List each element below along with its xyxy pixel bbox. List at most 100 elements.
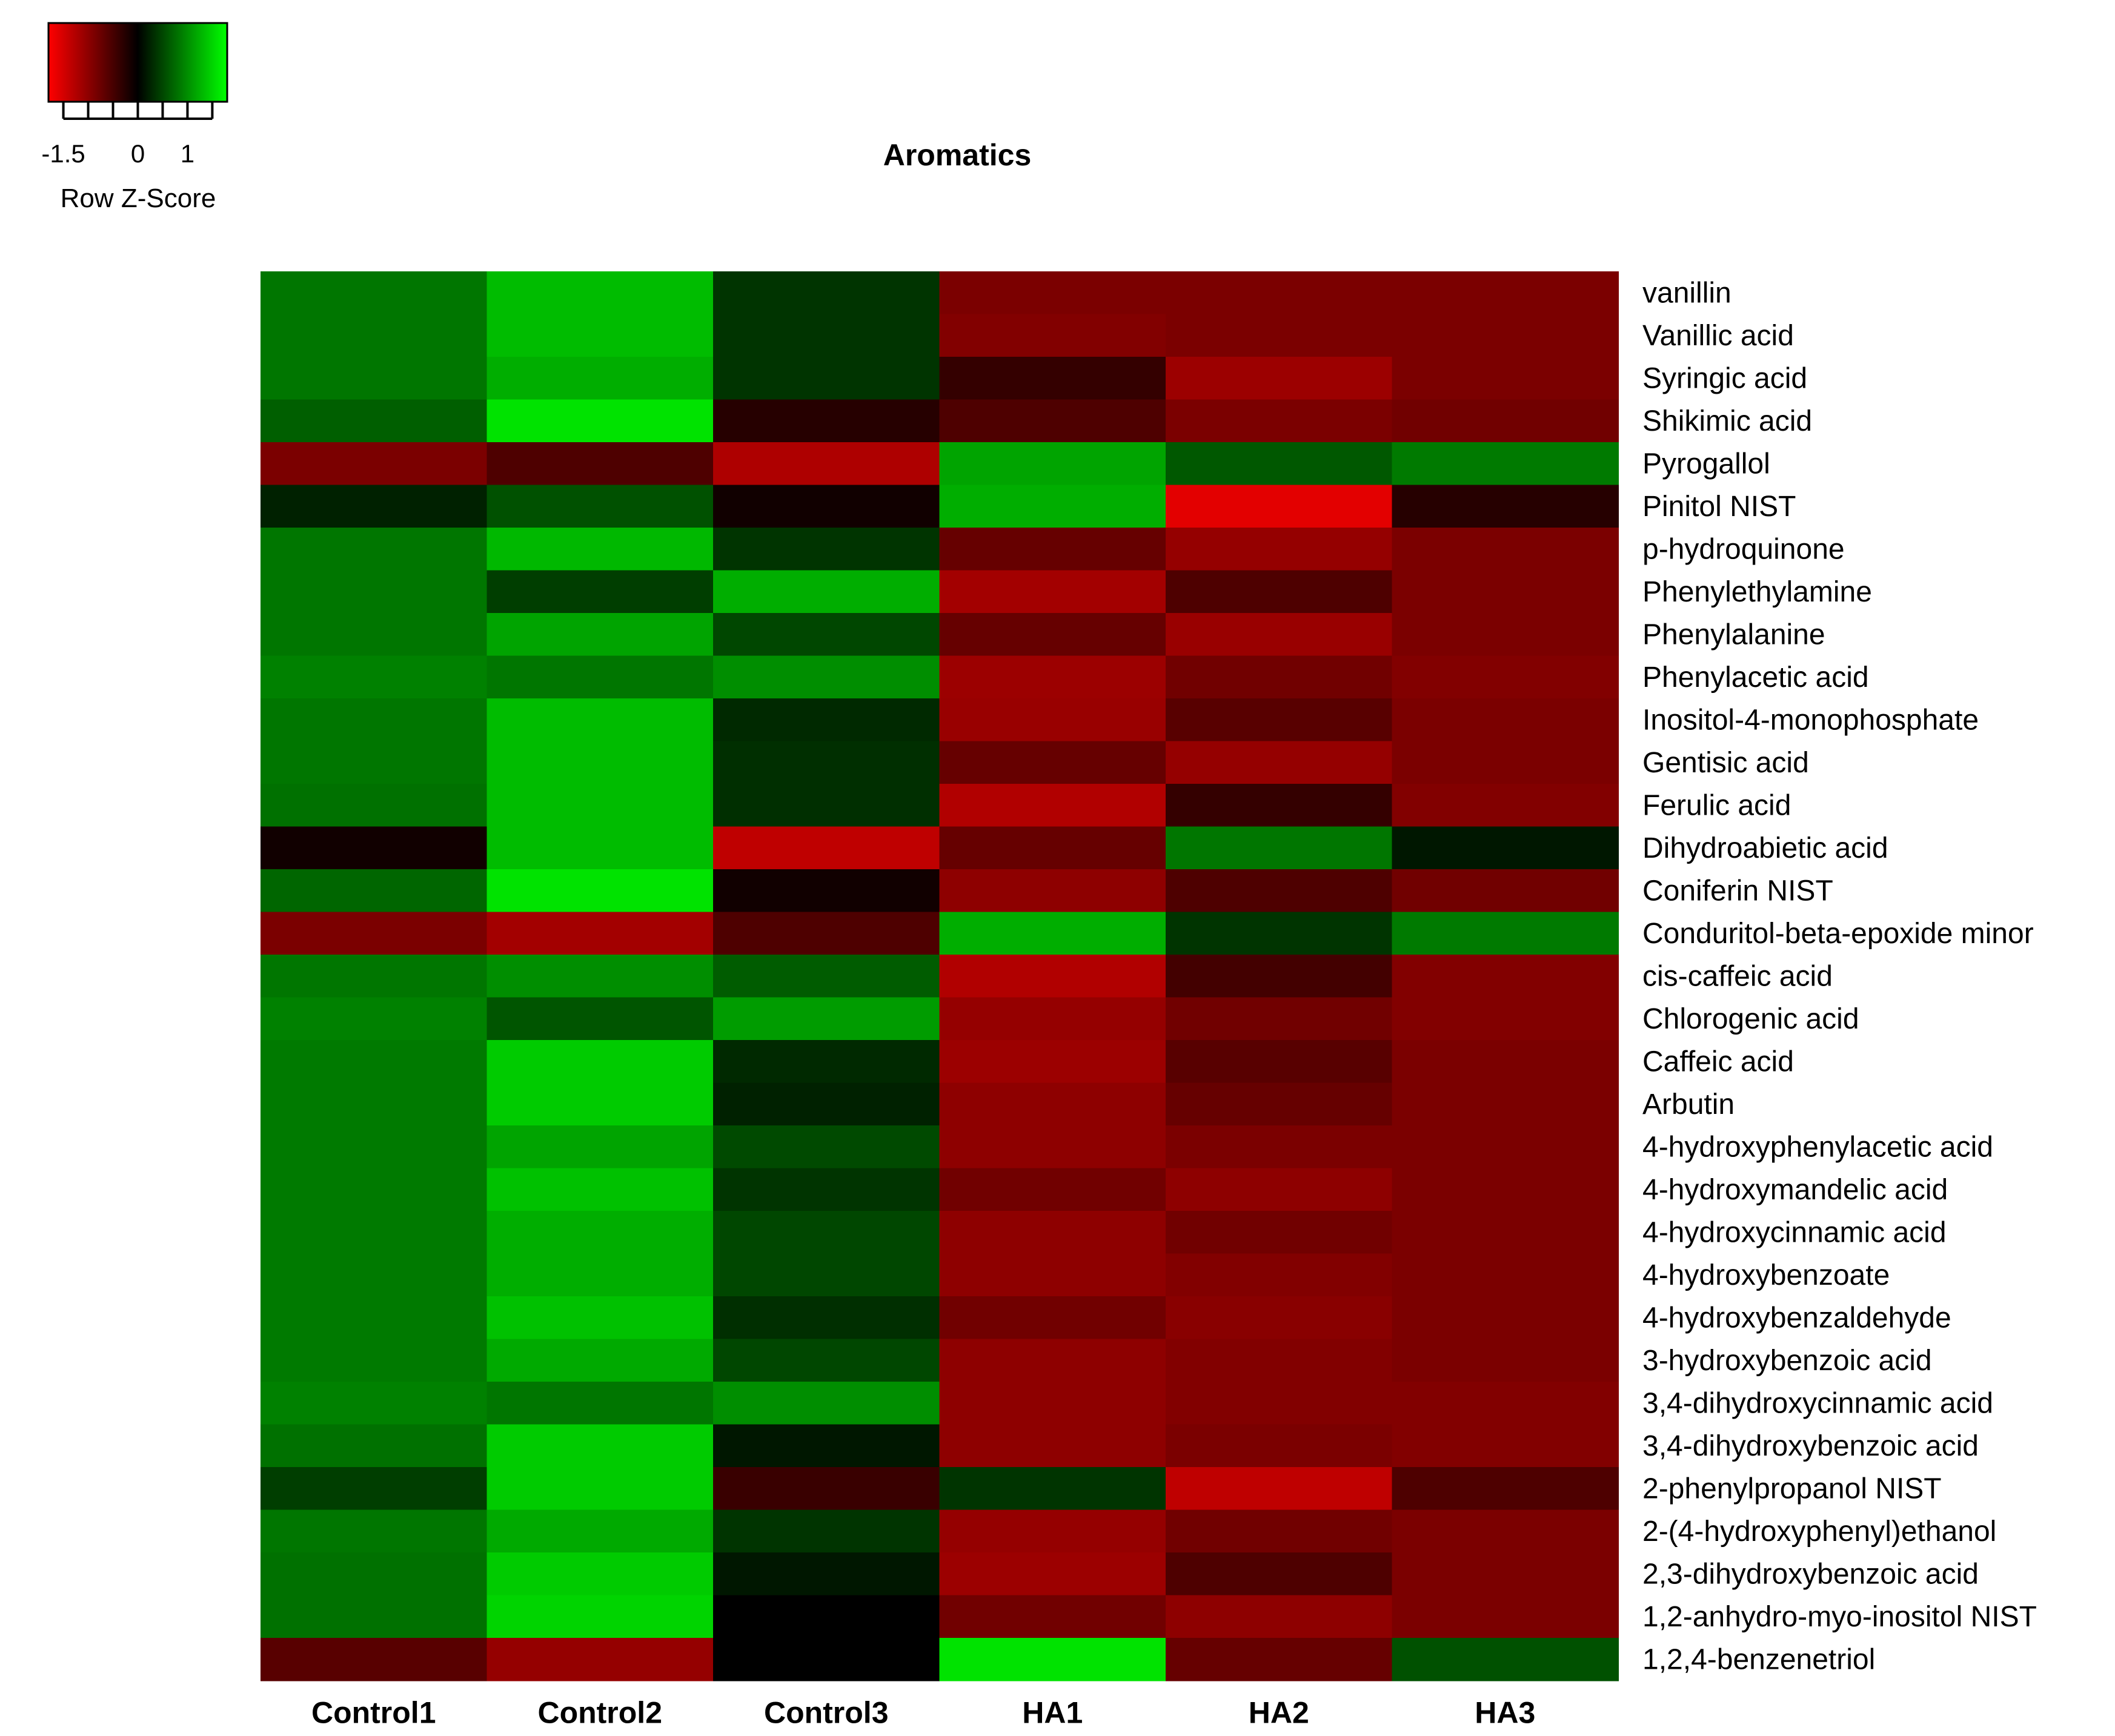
column-label: HA3	[1475, 1696, 1535, 1730]
heatmap-cell	[1166, 698, 1393, 742]
heatmap-cell	[939, 399, 1166, 443]
heatmap-cell	[1392, 357, 1619, 400]
row-label: Caffeic acid	[1642, 1045, 1794, 1078]
heatmap-cell	[1166, 1040, 1393, 1084]
heatmap-cell	[713, 741, 940, 784]
heatmap-cell	[261, 1296, 488, 1340]
heatmap-cell	[939, 1296, 1166, 1340]
heatmap-cell	[1166, 997, 1393, 1041]
row-label: Arbutin	[1642, 1088, 1735, 1121]
heatmap-cell	[1166, 314, 1393, 357]
heatmap-cell	[939, 1040, 1166, 1084]
heatmap-cell	[1392, 1125, 1619, 1169]
heatmap-cell	[939, 1552, 1166, 1596]
heatmap-cell	[939, 613, 1166, 657]
heatmap-cell	[939, 1595, 1166, 1638]
heatmap-cell	[713, 1424, 940, 1468]
heatmap-cell	[713, 1552, 940, 1596]
heatmap-cell	[1392, 826, 1619, 870]
row-label: Gentisic acid	[1642, 747, 1809, 779]
row-label: Shikimic acid	[1642, 405, 1812, 437]
column-label: HA1	[1022, 1696, 1083, 1730]
heatmap-cell	[713, 399, 940, 443]
heatmap-cell	[939, 1424, 1166, 1468]
heatmap-cell	[713, 271, 940, 315]
heatmap-cell	[1392, 655, 1619, 699]
row-label: 2-phenylpropanol NIST	[1642, 1473, 1942, 1505]
heatmap-cell	[1392, 399, 1619, 443]
chart-title: Aromatics	[883, 138, 1032, 172]
heatmap-cell	[1392, 997, 1619, 1041]
color-key-tick-label: 0	[131, 139, 145, 168]
heatmap-cell	[1166, 399, 1393, 443]
heatmap-cell	[261, 1595, 488, 1638]
heatmap-cell	[1166, 1638, 1393, 1681]
heatmap-cell	[486, 1168, 714, 1211]
heatmap-cell	[713, 1040, 940, 1084]
heatmap-cell	[1392, 1638, 1619, 1681]
heatmap-cell	[261, 1040, 488, 1084]
heatmap-cell	[1392, 271, 1619, 315]
heatmap-cell	[713, 826, 940, 870]
row-label: 4-hydroxycinnamic acid	[1642, 1216, 1947, 1248]
heatmap-cell	[1166, 1339, 1393, 1382]
heatmap-cell	[261, 869, 488, 913]
heatmap-cell	[1392, 869, 1619, 913]
heatmap-cell	[486, 1424, 714, 1468]
heatmap-cell	[1166, 741, 1393, 784]
column-labels: Control1 Control2 Control3 HA1 HA2 HA3	[311, 1696, 1535, 1730]
heatmap-cell	[939, 869, 1166, 913]
heatmap-cell	[939, 1467, 1166, 1511]
heatmap-cell	[1392, 698, 1619, 742]
heatmap-cell	[1392, 784, 1619, 827]
heatmap-cell	[1392, 1168, 1619, 1211]
heatmap-cell	[486, 314, 714, 357]
color-key-bar	[47, 22, 228, 103]
heatmap-cell	[1392, 955, 1619, 998]
heatmap-cell	[1166, 613, 1393, 657]
heatmap-cell	[939, 314, 1166, 357]
row-labels: vanillin Vanillic acid Syringic acid Shikim…	[1642, 277, 2037, 1675]
heatmap-cell	[486, 784, 714, 827]
heatmap-cell	[261, 1424, 488, 1468]
heatmap-cell	[713, 442, 940, 486]
heatmap-cell	[713, 869, 940, 913]
heatmap-cell	[1392, 912, 1619, 955]
heatmap-cell	[1166, 1382, 1393, 1425]
heatmap-cell	[261, 1552, 488, 1596]
heatmap-cell	[261, 698, 488, 742]
heatmap-cell	[1392, 1424, 1619, 1468]
heatmap-cell	[1392, 528, 1619, 571]
heatmap-cell	[486, 1595, 714, 1638]
heatmap-cell	[486, 1509, 714, 1553]
heatmap-cell	[1392, 741, 1619, 784]
heatmap-cell	[1166, 1595, 1393, 1638]
heatmap-cell	[1166, 570, 1393, 614]
heatmap-cell	[713, 314, 940, 357]
heatmap-cell	[1166, 826, 1393, 870]
heatmap-cell	[486, 1125, 714, 1169]
heatmap-cell	[939, 1509, 1166, 1553]
heatmap-cells	[261, 271, 1619, 1681]
row-label: 3,4-dihydroxycinnamic acid	[1642, 1387, 1993, 1419]
heatmap-cell	[486, 1082, 714, 1126]
heatmap-cell	[939, 1125, 1166, 1169]
heatmap-cell	[1392, 314, 1619, 357]
row-label: 3-hydroxybenzoic acid	[1642, 1345, 1932, 1377]
heatmap-cell	[486, 869, 714, 913]
heatmap-cell	[939, 955, 1166, 998]
heatmap-cell	[261, 741, 488, 784]
heatmap-cell	[1392, 1040, 1619, 1084]
heatmap-cell	[1392, 1253, 1619, 1297]
heatmap-cell	[713, 997, 940, 1041]
heatmap-cell	[713, 613, 940, 657]
row-label: Coniferin NIST	[1642, 875, 1833, 907]
heatmap-cell	[713, 1467, 940, 1511]
heatmap-cell	[713, 1296, 940, 1340]
color-key: -1.5 0 1 Row Z-Score	[41, 22, 228, 213]
heatmap-cell	[261, 314, 488, 357]
heatmap-cell	[261, 442, 488, 486]
heatmap-cell	[713, 1382, 940, 1425]
heatmap-cell	[1166, 1552, 1393, 1596]
